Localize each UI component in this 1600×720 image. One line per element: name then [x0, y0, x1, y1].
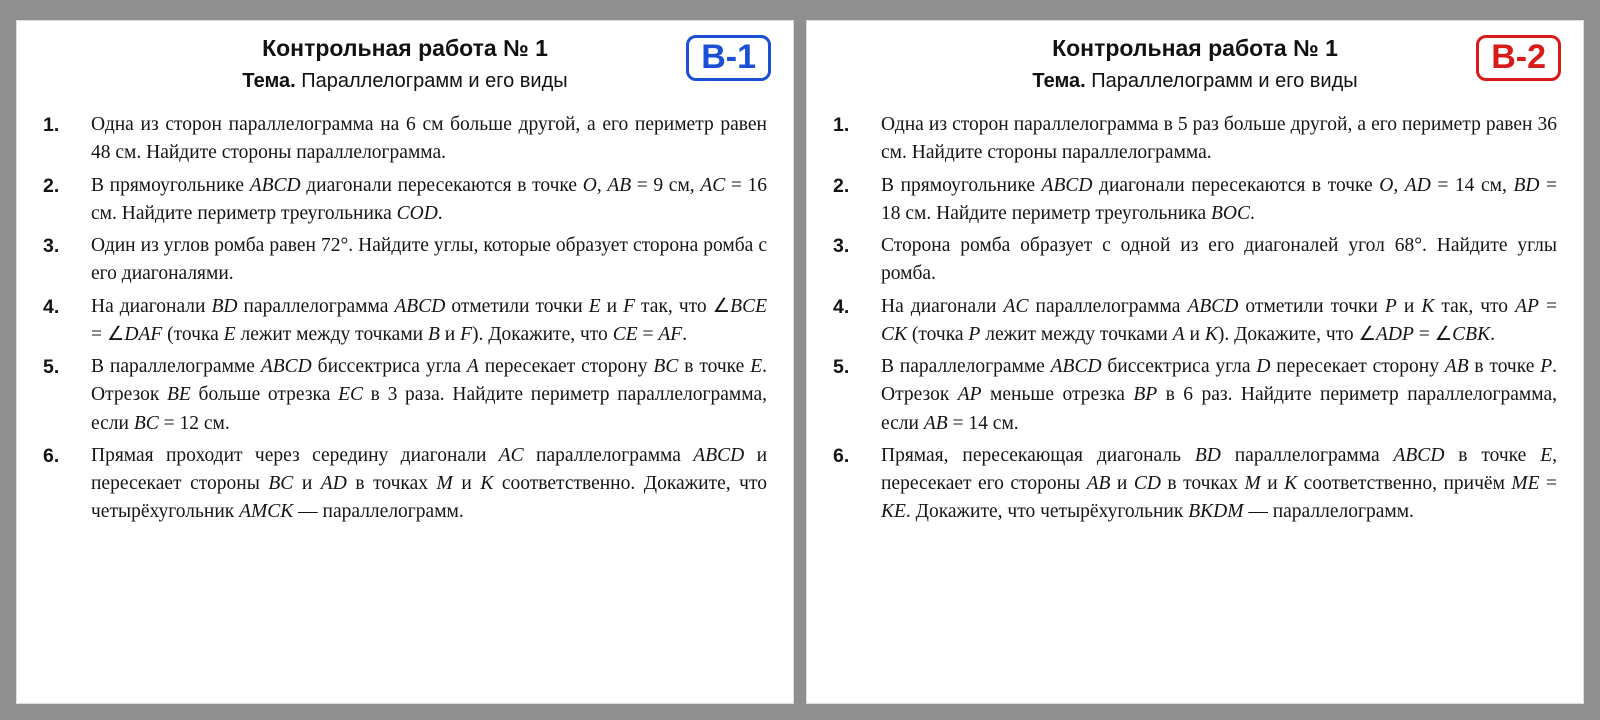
card-subtitle: Тема. Параллелограмм и его виды [43, 70, 767, 93]
subtitle-rest: Параллелограмм и его виды [1086, 70, 1358, 92]
subtitle-lead: Тема. [1032, 70, 1085, 92]
subtitle-lead: Тема. [242, 70, 295, 92]
task-item: В параллелограмме ABCD биссектриса угла … [43, 353, 767, 438]
task-item: Один из углов ромба равен 72°. Найдите у… [43, 232, 767, 289]
card-subtitle: Тема. Параллелограмм и его виды [833, 70, 1557, 93]
task-item: В прямоугольнике ABCD диагонали пересека… [833, 172, 1557, 229]
task-item: Одна из сторон параллелограмма на 6 см б… [43, 111, 767, 168]
variant-badge: В-1 [686, 35, 771, 81]
task-item: Прямая, пересекающая диагональ BD паралл… [833, 442, 1557, 527]
variant-card-1: В-1 Контрольная работа № 1 Тема. Паралле… [16, 20, 794, 704]
card-title: Контрольная работа № 1 [833, 35, 1557, 62]
task-item: На диагонали AC параллелограмма ABCD отм… [833, 293, 1557, 350]
task-list: Одна из сторон параллелограмма на 6 см б… [43, 111, 767, 527]
variant-badge: В-2 [1476, 35, 1561, 81]
task-item: В параллелограмме ABCD биссектриса угла … [833, 353, 1557, 438]
task-list: Одна из сторон параллелограмма в 5 раз б… [833, 111, 1557, 527]
task-item: Сторона ромба образует с одной из его ди… [833, 232, 1557, 289]
variant-card-2: В-2 Контрольная работа № 1 Тема. Паралле… [806, 20, 1584, 704]
task-item: В прямоугольнике ABCD диагонали пересека… [43, 172, 767, 229]
task-item: Прямая проходит через середину диагонали… [43, 442, 767, 527]
subtitle-rest: Параллелограмм и его виды [296, 70, 568, 92]
task-item: Одна из сторон параллелограмма в 5 раз б… [833, 111, 1557, 168]
card-title: Контрольная работа № 1 [43, 35, 767, 62]
task-item: На диагонали BD параллелограмма ABCD отм… [43, 293, 767, 350]
